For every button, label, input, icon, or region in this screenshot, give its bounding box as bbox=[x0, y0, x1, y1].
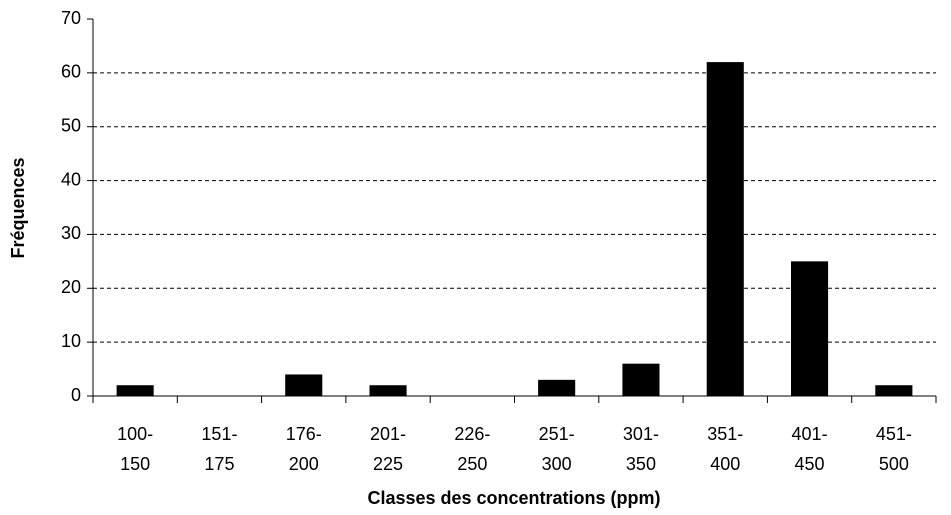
y-tick-label: 0 bbox=[71, 385, 81, 405]
x-axis-title: Classes des concentrations (ppm) bbox=[367, 488, 660, 508]
bar bbox=[369, 385, 407, 396]
y-tick-label: 30 bbox=[61, 223, 81, 243]
x-tick-label: 250 bbox=[457, 454, 487, 474]
x-tick-label: 226- bbox=[454, 424, 490, 444]
y-axis-title: Fréquences bbox=[8, 157, 28, 258]
y-tick-label: 70 bbox=[61, 8, 81, 28]
bar bbox=[622, 363, 660, 396]
y-tick-label: 40 bbox=[61, 169, 81, 189]
x-tick-label: 350 bbox=[626, 454, 656, 474]
x-tick-label: 225 bbox=[373, 454, 403, 474]
x-tick-label: 201- bbox=[370, 424, 406, 444]
bar bbox=[706, 62, 744, 396]
x-tick-label: 500 bbox=[879, 454, 909, 474]
x-tick-label: 175 bbox=[204, 454, 234, 474]
bar bbox=[116, 385, 154, 396]
bar bbox=[285, 374, 323, 396]
x-tick-label: 176- bbox=[286, 424, 322, 444]
x-tick-label: 100- bbox=[117, 424, 153, 444]
y-tick-label: 60 bbox=[61, 62, 81, 82]
x-tick-label: 451- bbox=[876, 424, 912, 444]
y-tick-label: 50 bbox=[61, 115, 81, 135]
bar bbox=[875, 385, 913, 396]
x-tick-label: 251- bbox=[539, 424, 575, 444]
x-tick-label: 151- bbox=[201, 424, 237, 444]
x-tick-label: 301- bbox=[623, 424, 659, 444]
bar bbox=[538, 379, 576, 396]
y-tick-label: 10 bbox=[61, 331, 81, 351]
x-tick-label: 150 bbox=[120, 454, 150, 474]
x-tick-label: 450 bbox=[795, 454, 825, 474]
x-tick-label: 300 bbox=[542, 454, 572, 474]
bar bbox=[791, 261, 829, 396]
x-tick-label: 351- bbox=[707, 424, 743, 444]
x-tick-label: 200 bbox=[289, 454, 319, 474]
y-tick-label: 20 bbox=[61, 277, 81, 297]
x-tick-label: 401- bbox=[792, 424, 828, 444]
x-tick-label: 400 bbox=[710, 454, 740, 474]
